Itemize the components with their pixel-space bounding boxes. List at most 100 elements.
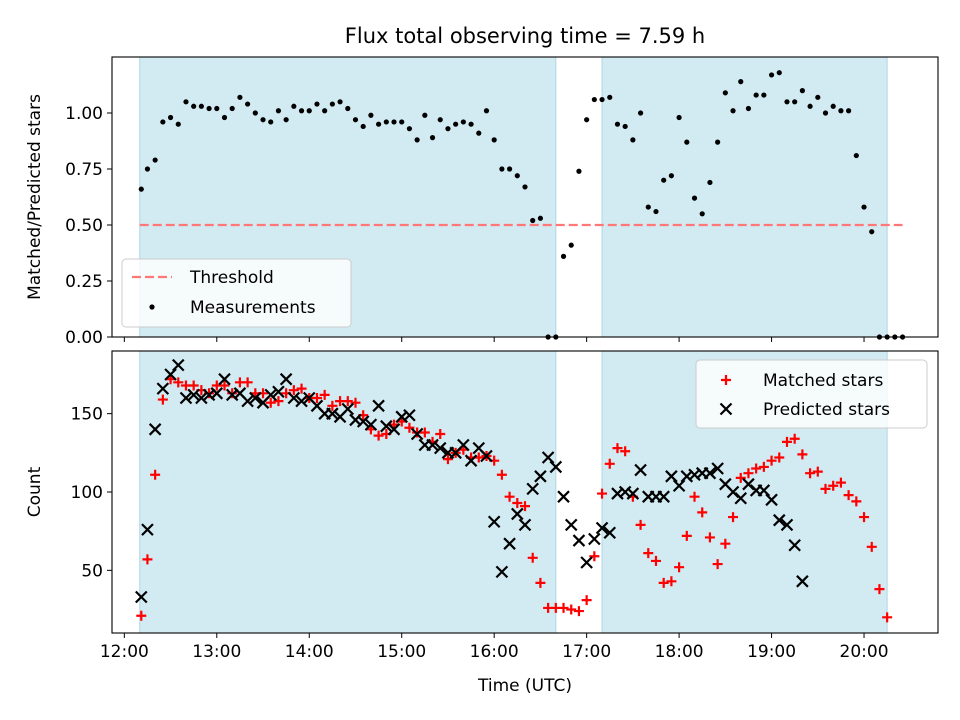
matched-point [820, 483, 831, 494]
measurement-point [707, 179, 713, 186]
matched-point [566, 604, 577, 615]
top-panel: 0.00 0.25 0.50 0.75 1.00 Threshold Measurement… [65, 56, 939, 348]
series-predicted-stars [135, 358, 809, 604]
predicted-point [541, 451, 555, 464]
predicted-point [526, 482, 539, 496]
predicted-point [264, 388, 278, 402]
legend: Matched stars Predicted stars [695, 359, 928, 429]
bottom-y-axis-label: Count [25, 466, 45, 517]
measurement-point [391, 119, 397, 125]
measurement-point [622, 123, 628, 130]
x-tick-label: 17:00 [562, 642, 611, 662]
x-tick-label: 14:00 [285, 642, 334, 662]
matched-point [828, 480, 839, 491]
measurement-point [799, 88, 805, 94]
matched-point [311, 393, 322, 403]
legend-predicted-swatch [719, 402, 733, 416]
legend-matched-swatch [721, 375, 731, 385]
measurement-point [376, 121, 382, 127]
matched-point [635, 519, 646, 530]
x-tick-label: 19:00 [747, 642, 796, 662]
top-y-axis-label: Matched/Predicted stars [25, 94, 45, 300]
predicted-point [788, 538, 801, 552]
matched-point [496, 469, 507, 480]
predicted-point [480, 449, 493, 463]
predicted-point [487, 515, 501, 529]
measurement-point [768, 72, 775, 78]
matched-point [704, 532, 715, 543]
predicted-point [457, 438, 470, 452]
matched-point [859, 512, 870, 523]
matched-point [373, 430, 384, 441]
x-tick-label: 20:00 [840, 642, 889, 662]
measurement-point [437, 117, 443, 123]
measurement-point [753, 92, 759, 98]
predicted-point [772, 513, 786, 527]
measurement-point [846, 108, 852, 114]
legend-measurements-swatch [149, 304, 155, 310]
predicted-point [557, 490, 570, 503]
legend-matched-label: Matched stars [763, 371, 883, 391]
matched-point [242, 377, 253, 388]
matched-point [520, 501, 530, 512]
measurement-point [807, 103, 813, 109]
y-tick-label: 0.50 [65, 216, 103, 236]
matched-point [604, 458, 615, 469]
measurement-point [684, 139, 690, 145]
matched-point [805, 468, 816, 479]
predicted-point [364, 418, 378, 431]
axes-frame [111, 56, 939, 338]
predicted-point [780, 518, 794, 532]
predicted-point [341, 402, 355, 416]
predicted-point [387, 423, 401, 436]
matched-point [774, 452, 785, 463]
measurement-point [453, 121, 459, 127]
predicted-point [141, 523, 154, 536]
matched-point [512, 497, 523, 508]
predicted-point [164, 368, 177, 381]
matched-point [288, 385, 299, 396]
matched-point [643, 548, 654, 559]
measurement-point [607, 94, 613, 100]
y-ticks: 50 100 150 [71, 405, 112, 581]
predicted-point [757, 484, 771, 497]
measurement-point [630, 137, 636, 143]
measurement-point [399, 119, 405, 125]
chart-title: Flux total observing time = 7.59 h [345, 24, 705, 48]
matched-point [697, 507, 708, 518]
matched-point [851, 496, 862, 507]
measurement-point [661, 177, 667, 183]
measurement-point [838, 108, 844, 114]
measurement-point [691, 195, 698, 201]
predicted-point [703, 466, 717, 480]
measurement-point [445, 126, 451, 132]
predicted-point [464, 454, 478, 467]
matched-point [273, 396, 284, 407]
matched-point [442, 454, 453, 465]
measurement-point [637, 110, 644, 116]
measurement-point [229, 105, 235, 112]
matched-point [227, 388, 238, 399]
measurement-point [260, 117, 266, 123]
matched-point [296, 383, 307, 394]
measurement-point [183, 99, 189, 105]
measurement-point [491, 137, 497, 143]
legend-box [121, 258, 352, 328]
matched-point [843, 490, 854, 501]
matched-point [674, 562, 685, 573]
matched-point [812, 466, 823, 477]
y-tick-label: 100 [71, 483, 103, 503]
predicted-point [603, 526, 617, 540]
measurement-point [530, 217, 536, 224]
matched-point [558, 602, 569, 613]
predicted-point [426, 438, 439, 452]
matched-point [188, 380, 199, 391]
predicted-point [135, 590, 148, 604]
matched-point [689, 491, 700, 502]
measurement-point [745, 105, 752, 112]
legend: Threshold Measurements [121, 258, 352, 328]
matched-point [142, 554, 153, 565]
measurement-point [568, 242, 574, 248]
measurement-point [699, 211, 705, 217]
measurement-point [337, 99, 343, 105]
